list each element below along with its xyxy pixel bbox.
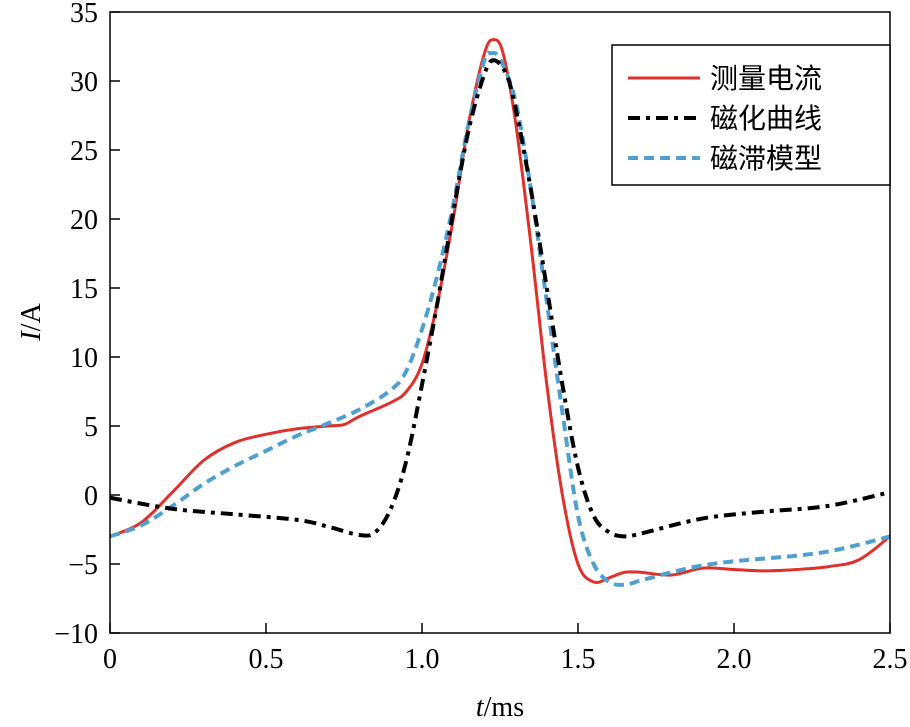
series-layer	[109, 38, 891, 587]
y-tick-label: −5	[68, 550, 98, 581]
plot-frame	[109, 11, 891, 634]
y-tick-label: 10	[70, 343, 98, 374]
x-tick-label: 2.0	[717, 644, 752, 675]
x-axis-label: t/ms	[476, 692, 524, 722]
series-hysteresis-model	[109, 50, 891, 587]
x-tick-label: 1.0	[405, 644, 440, 675]
legend-label-magnetization: 磁化曲线	[710, 103, 822, 135]
x-tick-label: 2.5	[873, 644, 908, 675]
x-tick-label: 0.5	[249, 644, 284, 675]
y-tick-label: 30	[70, 67, 98, 98]
y-tick-label: 20	[70, 205, 98, 236]
x-tick-label: 1.5	[561, 644, 596, 675]
series-magnetization-curve	[109, 58, 891, 539]
y-tick-label: 35	[70, 0, 98, 29]
y-tick-label: 25	[70, 136, 98, 167]
x-tick-label: 0	[103, 644, 117, 675]
ticks-layer: 0 0.5 1.0 1.5 2.0 2.5 −10 −5 0 5 10 15 20 25 30 35	[54, 0, 907, 675]
y-tick-label: 15	[70, 274, 98, 305]
y-tick-label: 0	[84, 481, 98, 512]
y-tick-label: 5	[84, 412, 98, 443]
y-tick-label: −10	[54, 619, 98, 650]
legend-box	[611, 44, 891, 186]
legend: 测量电流 磁化曲线 磁滞模型	[611, 44, 891, 186]
series-measured-current	[109, 38, 891, 584]
legend-label-hysteresis: 磁滞模型	[710, 143, 822, 175]
y-axis-label: I/A	[16, 303, 47, 342]
legend-label-measured: 测量电流	[710, 63, 822, 95]
